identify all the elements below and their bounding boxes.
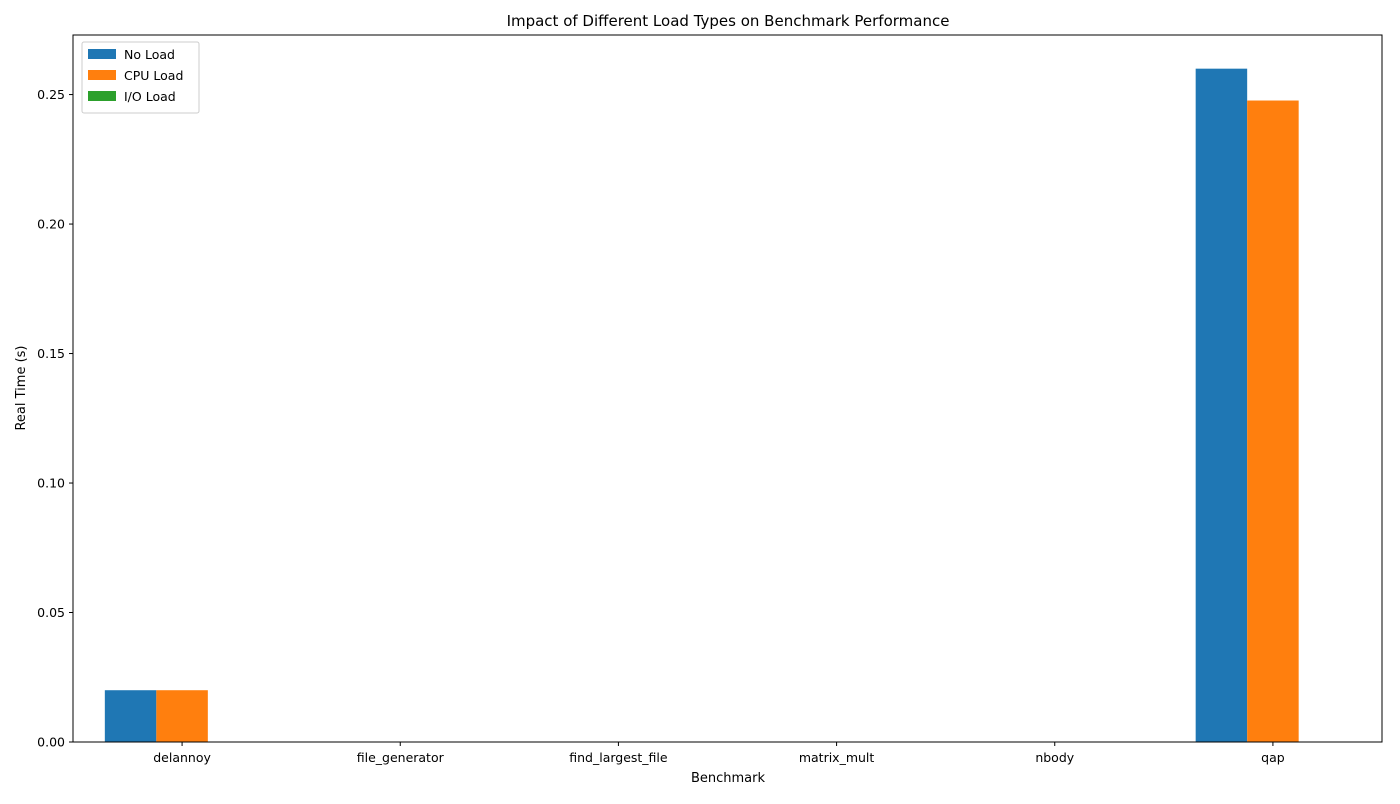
y-tick-label: 0.05 [37,605,65,620]
y-tick-label: 0.20 [37,217,65,232]
y-axis-label: Real Time (s) [14,345,29,430]
legend-swatch-i-o-load [88,91,116,101]
x-tick-label: qap [1261,750,1285,765]
x-tick-label: delannoy [153,750,211,765]
x-axis-label: Benchmark [691,771,766,786]
x-tick-label: file_generator [357,750,445,765]
legend-swatch-no-load [88,49,116,59]
y-tick-label: 0.25 [37,87,65,102]
plot-frame [72,34,1383,743]
ticks-layer: delannoy file_generator find_largest_file m… [37,87,1285,765]
legend-swatch-cpu-load [88,70,116,80]
x-tick-label: matrix_mult [799,750,875,765]
bar-qap-no-load [1195,68,1248,743]
chart-title: Impact of Different Load Types on Benchm… [507,12,950,30]
y-tick-label: 0.10 [37,476,65,491]
x-tick-label: find_largest_file [569,750,668,765]
legend-label: No Load [124,47,175,62]
y-tick-label: 0.15 [37,346,65,361]
legend-label: CPU Load [124,68,183,83]
y-tick-label: 0.00 [37,735,65,750]
bar-qap-cpu-load [1247,100,1299,742]
legend-label: I/O Load [124,89,176,104]
x-tick-label: nbody [1035,750,1074,765]
legend: No Load CPU Load I/O Load [81,41,200,114]
bars-layer [104,68,1299,743]
bar-delannoy-no-load [104,690,157,742]
bar-delannoy-cpu-load [156,690,208,742]
